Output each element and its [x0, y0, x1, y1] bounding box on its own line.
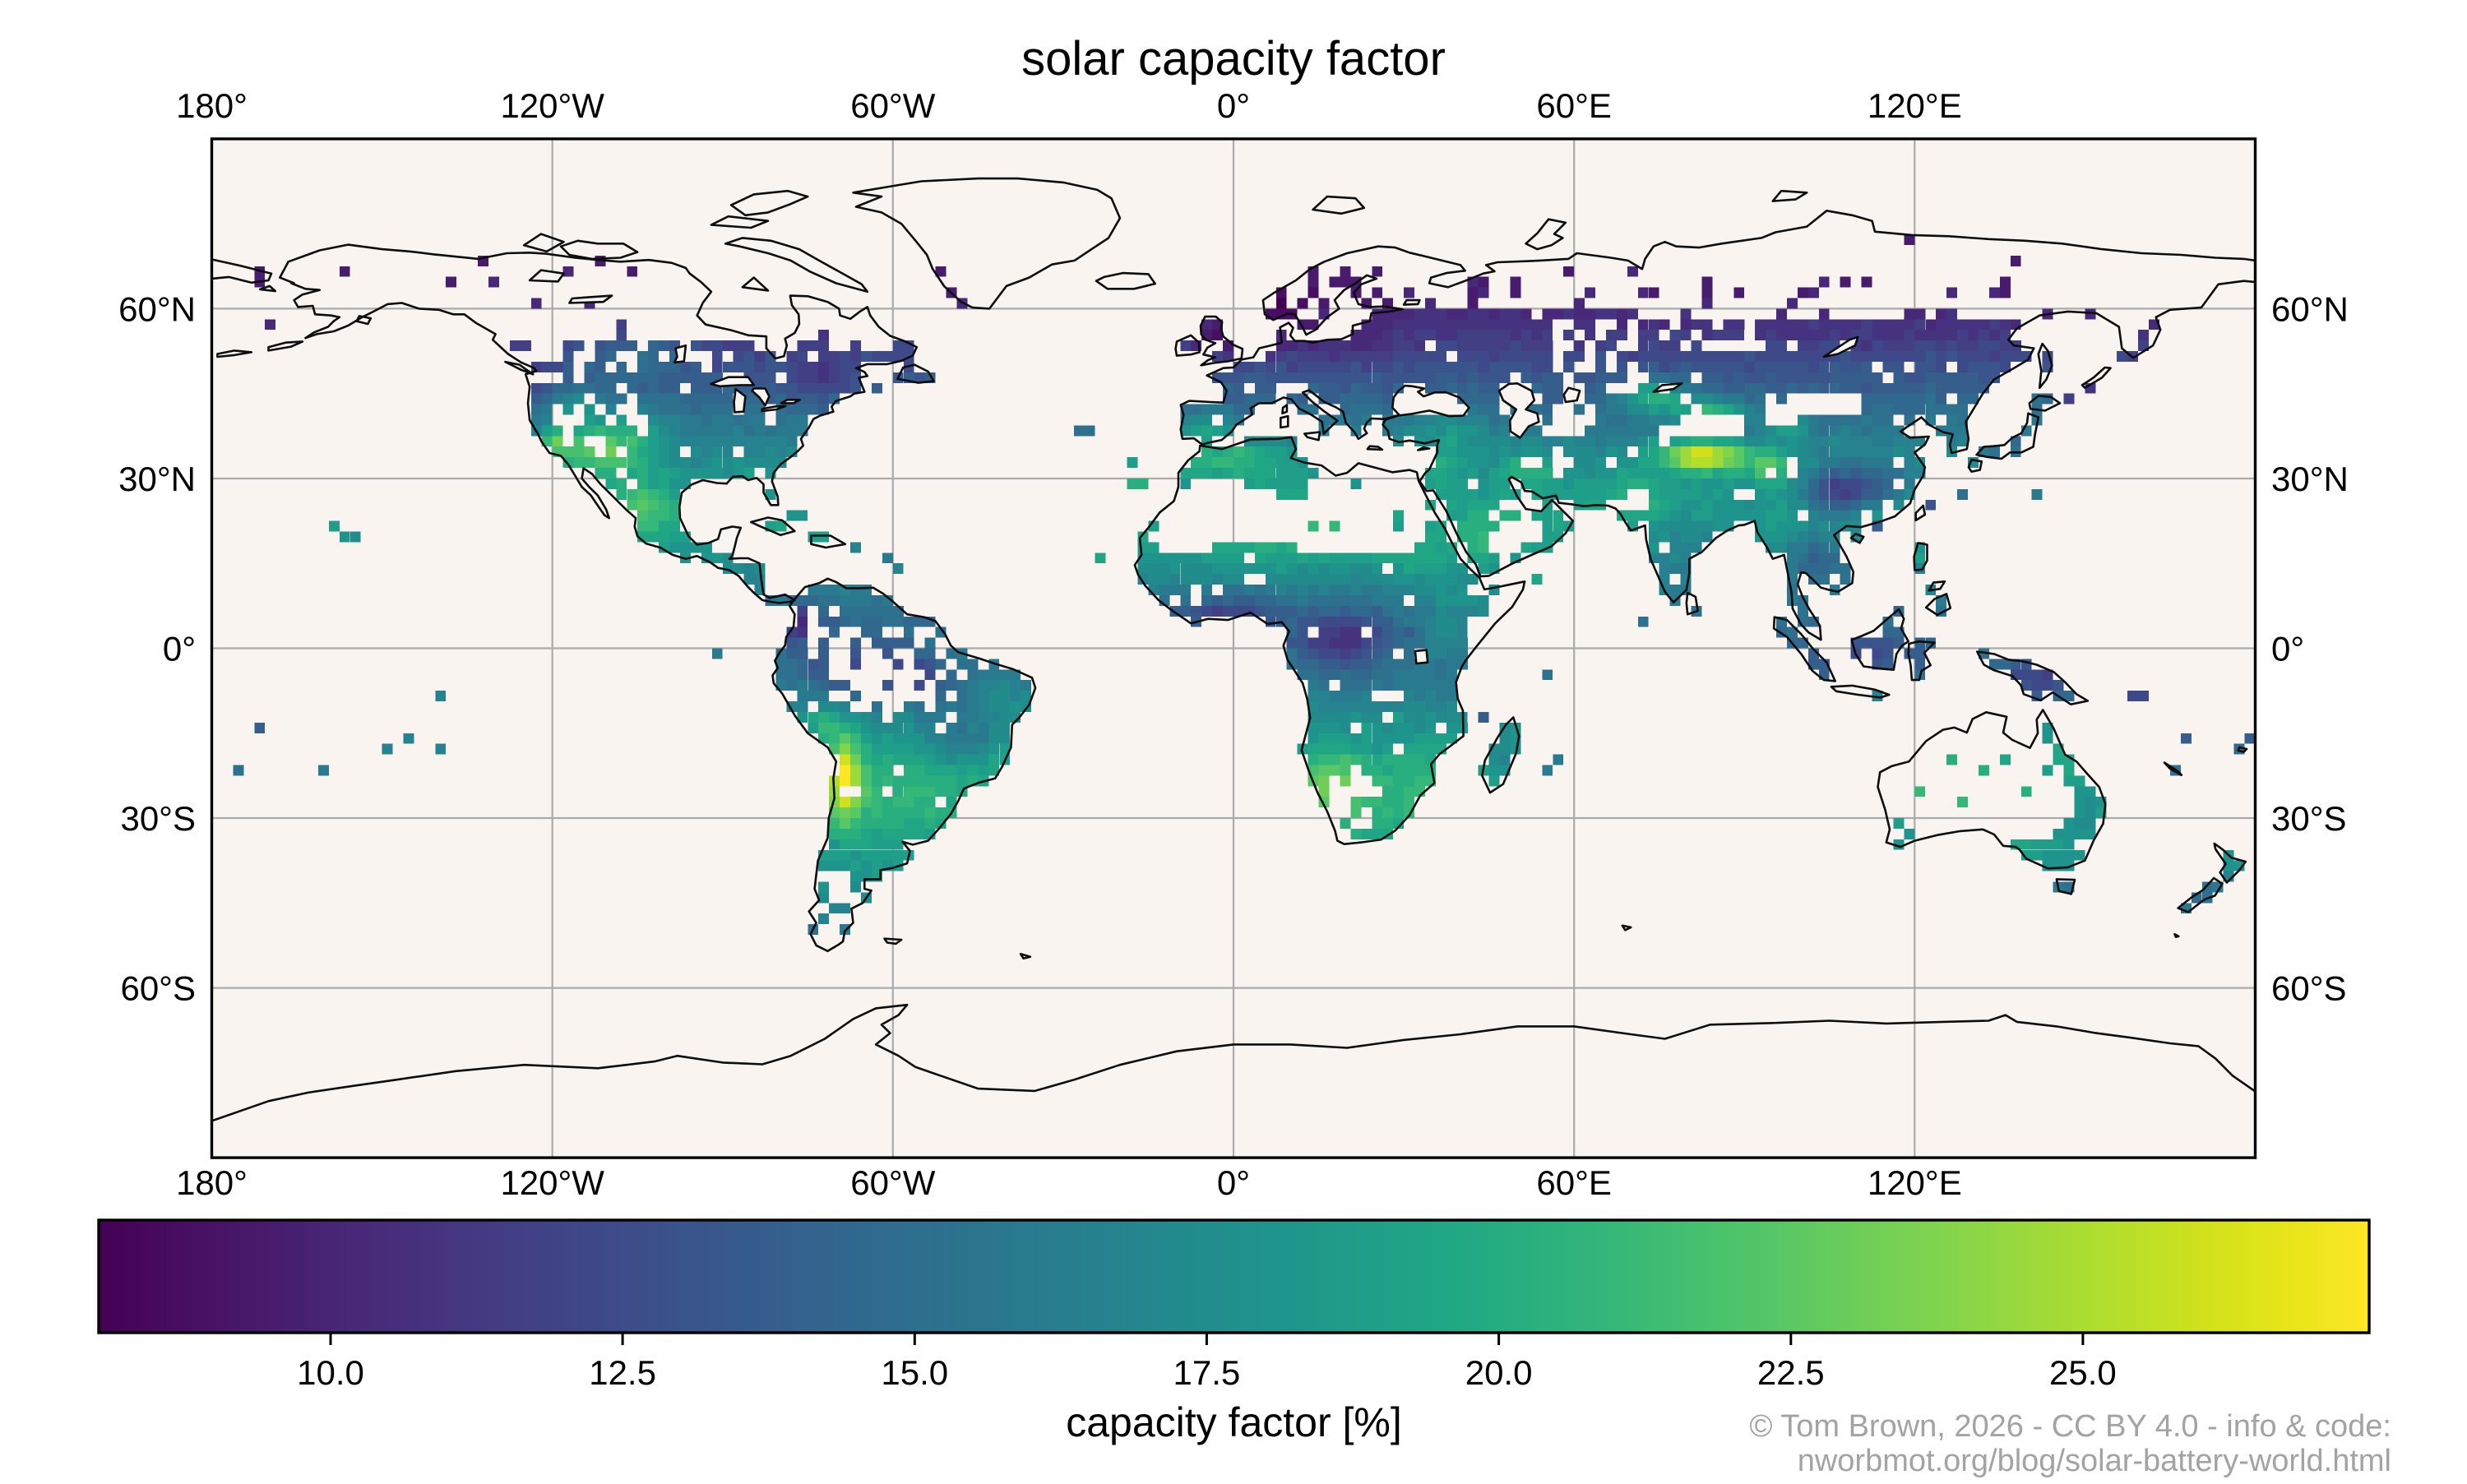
svg-text:nworbmot.org/blog/solar-batter: nworbmot.org/blog/solar-battery-world.ht… [1798, 1444, 2391, 1478]
svg-text:180°: 180° [176, 1163, 248, 1202]
svg-text:60°N: 60°N [118, 289, 196, 328]
svg-text:0°: 0° [163, 630, 196, 668]
svg-text:20.0: 20.0 [1465, 1353, 1533, 1392]
svg-text:0°: 0° [1217, 86, 1250, 125]
svg-text:0°: 0° [2271, 630, 2304, 668]
svg-text:120°W: 120°W [500, 86, 604, 125]
svg-text:120°E: 120°E [1868, 86, 1962, 125]
svg-text:capacity factor [%]: capacity factor [%] [1066, 1399, 1402, 1445]
svg-text:60°E: 60°E [1536, 1163, 1612, 1202]
svg-text:30°S: 30°S [120, 799, 196, 838]
svg-text:22.5: 22.5 [1757, 1353, 1825, 1392]
svg-text:30°N: 30°N [2271, 460, 2349, 498]
svg-text:60°S: 60°S [2271, 969, 2347, 1008]
svg-text:60°W: 60°W [850, 1163, 936, 1202]
svg-text:0°: 0° [1217, 1163, 1250, 1202]
svg-text:60°W: 60°W [850, 86, 936, 125]
svg-text:180°: 180° [176, 86, 248, 125]
svg-text:60°E: 60°E [1536, 86, 1612, 125]
svg-text:solar capacity factor: solar capacity factor [1021, 32, 1446, 86]
svg-text:17.5: 17.5 [1173, 1353, 1241, 1392]
svg-text:60°S: 60°S [120, 969, 196, 1008]
svg-text:© Tom Brown, 2026 - CC BY 4.0: © Tom Brown, 2026 - CC BY 4.0 - info & c… [1749, 1409, 2391, 1444]
svg-text:30°S: 30°S [2271, 799, 2347, 838]
svg-text:25.0: 25.0 [2049, 1353, 2117, 1392]
svg-text:12.5: 12.5 [589, 1353, 656, 1392]
svg-text:30°N: 30°N [118, 460, 196, 498]
svg-text:120°E: 120°E [1868, 1163, 1962, 1202]
svg-text:10.0: 10.0 [297, 1353, 364, 1392]
svg-text:15.0: 15.0 [881, 1353, 948, 1392]
svg-text:60°N: 60°N [2271, 289, 2349, 328]
svg-text:120°W: 120°W [500, 1163, 604, 1202]
